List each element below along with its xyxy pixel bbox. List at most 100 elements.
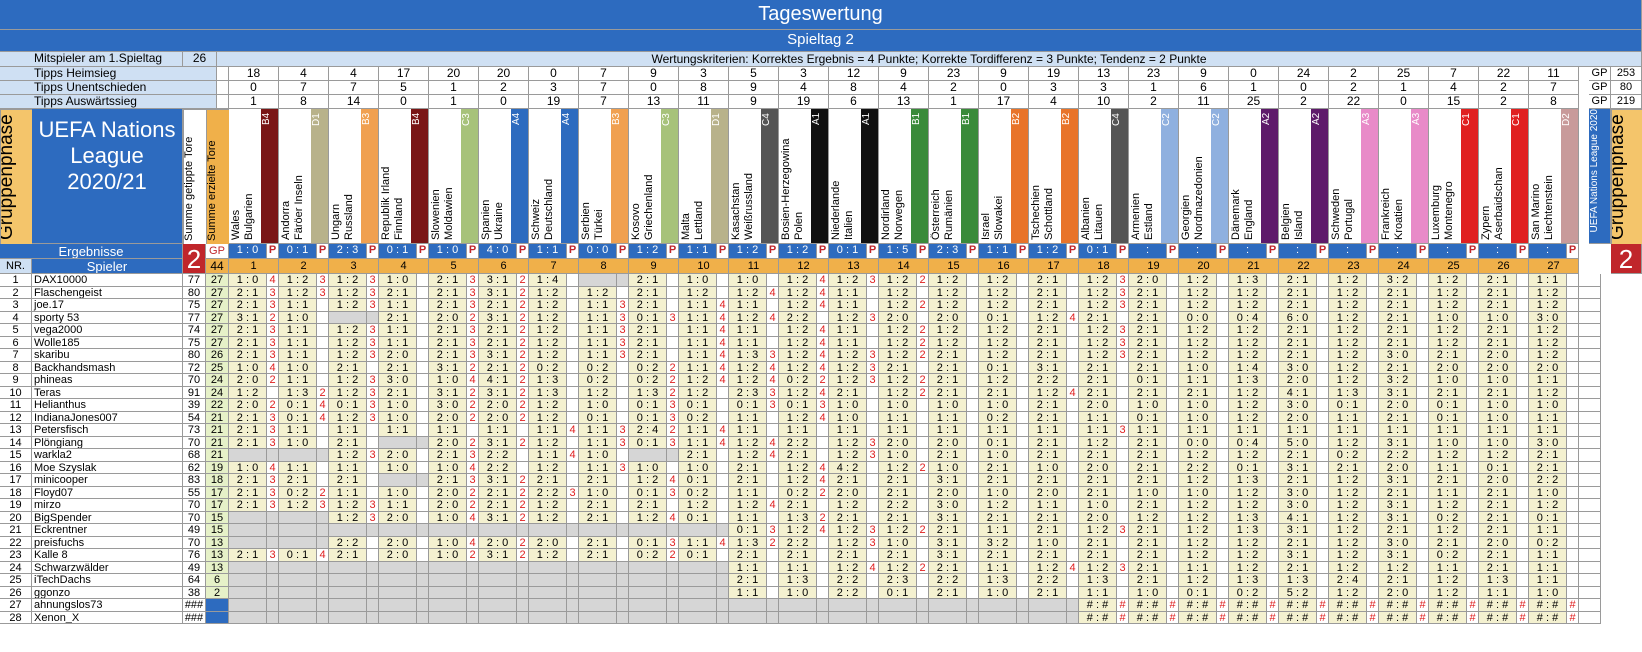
match-number: 3 xyxy=(329,259,379,274)
player-tip-points xyxy=(1117,361,1129,374)
tipps-ausw-value: 8 xyxy=(279,95,329,109)
player-name[interactable]: Eckrentner xyxy=(32,524,183,537)
player-name[interactable]: Teras xyxy=(32,386,183,399)
player-tip: 2 : 1 xyxy=(429,349,467,362)
player-name[interactable]: sporty 53 xyxy=(32,311,183,324)
player-tip: 1 : 2 xyxy=(779,461,817,474)
player-name[interactable]: phineas xyxy=(32,374,183,387)
player-tip xyxy=(529,611,567,624)
player-tip xyxy=(1029,599,1067,612)
player-tip xyxy=(829,599,867,612)
player-name[interactable]: Wolle185 xyxy=(32,336,183,349)
player-tip: 1 : 1 xyxy=(1429,486,1467,499)
player-tip: 3 : 1 xyxy=(929,549,967,562)
player-name[interactable]: Petersfisch xyxy=(32,424,183,437)
player-name[interactable]: iTechDachs xyxy=(32,574,183,587)
player-tip-points xyxy=(1367,486,1379,499)
player-tip: 1 : 1 xyxy=(679,361,717,374)
player-tip-points xyxy=(417,436,429,449)
player-tip-points xyxy=(1517,424,1529,437)
player-tip-points xyxy=(1417,399,1429,412)
player-tip: 1 : 1 xyxy=(329,424,367,437)
tipps-ausw-value: 4 xyxy=(1029,95,1079,109)
player-tip-points xyxy=(517,599,529,612)
tipps-ausw-value: 1 xyxy=(229,95,279,109)
tipps-unent-spacer xyxy=(217,81,229,95)
player-tip: 2 : 1 xyxy=(829,474,867,487)
player-tip: # : # xyxy=(1379,599,1417,612)
player-tip: 2 : 1 xyxy=(1129,574,1167,587)
player-name[interactable]: Helianthus xyxy=(32,399,183,412)
points-label: P xyxy=(517,244,529,259)
player-tip: 2 : 1 xyxy=(1079,549,1117,562)
player-name[interactable]: vega2000 xyxy=(32,324,183,337)
player-nr: 17 xyxy=(0,474,32,487)
player-tip-points xyxy=(417,561,429,574)
player-name[interactable]: Kalle 8 xyxy=(32,549,183,562)
player-tip: 2 : 1 xyxy=(929,374,967,387)
player-name[interactable]: DAX10000 xyxy=(32,274,183,287)
player-tip-points xyxy=(1517,561,1529,574)
player-tip-points: 2 xyxy=(517,324,529,337)
player-tip: 2 : 1 xyxy=(379,386,417,399)
player-tip-points xyxy=(417,586,429,599)
player-tip: 1 : 1 xyxy=(679,324,717,337)
player-tip-points xyxy=(1367,536,1379,549)
player-tip-points xyxy=(717,486,729,499)
player-tip-points: 4 xyxy=(867,561,879,574)
player-tip: 1 : 1 xyxy=(279,461,317,474)
player-name[interactable]: preisfuchs xyxy=(32,536,183,549)
player-tip-points xyxy=(717,561,729,574)
player-name[interactable]: minicooper xyxy=(32,474,183,487)
player-name[interactable]: IndianaJones007 xyxy=(32,411,183,424)
player-tip xyxy=(529,586,567,599)
player-tip: 1 : 0 xyxy=(1479,436,1517,449)
tipps-ausw-value: 19 xyxy=(529,95,579,109)
player-tip-points xyxy=(1317,436,1329,449)
player-points: 27 xyxy=(206,324,229,337)
player-tip: 1 : 3 xyxy=(1279,574,1317,587)
player-tip-points xyxy=(1117,436,1129,449)
player-tip-points: 2 xyxy=(517,411,529,424)
player-tip-points xyxy=(417,449,429,462)
player-name[interactable]: ggonzo xyxy=(32,586,183,599)
match-result: 0 : 1 xyxy=(829,244,867,259)
player-name[interactable]: Xenon_X xyxy=(32,611,183,624)
player-tip-points xyxy=(1167,474,1179,487)
player-tip-points: 4 xyxy=(267,361,279,374)
player-tip-points xyxy=(617,449,629,462)
player-name[interactable]: warkla2 xyxy=(32,449,183,462)
player-tip-points xyxy=(1367,411,1379,424)
match-group-tag: B3 xyxy=(611,109,628,243)
player-name[interactable]: mirzo xyxy=(32,499,183,512)
player-tip: 1 : 1 xyxy=(879,411,917,424)
player-tip: 1 : 4 xyxy=(1229,361,1267,374)
player-tip xyxy=(729,611,767,624)
player-name[interactable]: ahnungslos73 xyxy=(32,599,183,612)
points-label: P xyxy=(467,244,479,259)
player-tip: 0 : 2 xyxy=(1429,511,1467,524)
player-tip-points xyxy=(1017,561,1029,574)
player-tip: 2 : 1 xyxy=(1129,324,1167,337)
player-name[interactable]: BigSpender xyxy=(32,511,183,524)
player-name[interactable]: Schwarzwälder xyxy=(32,561,183,574)
player-tip: 1 : 2 xyxy=(779,274,817,287)
player-name[interactable]: skaribu xyxy=(32,349,183,362)
player-name[interactable]: Plöngiang xyxy=(32,436,183,449)
player-name[interactable]: Moe Szyslak xyxy=(32,461,183,474)
player-tip: 1 : 3 xyxy=(779,511,817,524)
player-tip-points: 3 xyxy=(267,499,279,512)
player-name[interactable]: Backhandsmash xyxy=(32,361,183,374)
player-tip-points xyxy=(1017,449,1029,462)
player-name[interactable]: joe.17 xyxy=(32,299,183,312)
player-tip: 1 : 2 xyxy=(1179,574,1217,587)
player-tip: 0 : 2 xyxy=(679,411,717,424)
player-tip-points xyxy=(1067,449,1079,462)
player-name[interactable]: Flaschengeist xyxy=(32,286,183,299)
player-tip xyxy=(329,611,367,624)
match-result: 1 : 1 xyxy=(529,244,567,259)
player-name[interactable]: Floyd07 xyxy=(32,486,183,499)
player-tip-points xyxy=(1217,486,1229,499)
player-tip-points: # xyxy=(1367,611,1379,624)
player-tip-points: 2 xyxy=(517,336,529,349)
